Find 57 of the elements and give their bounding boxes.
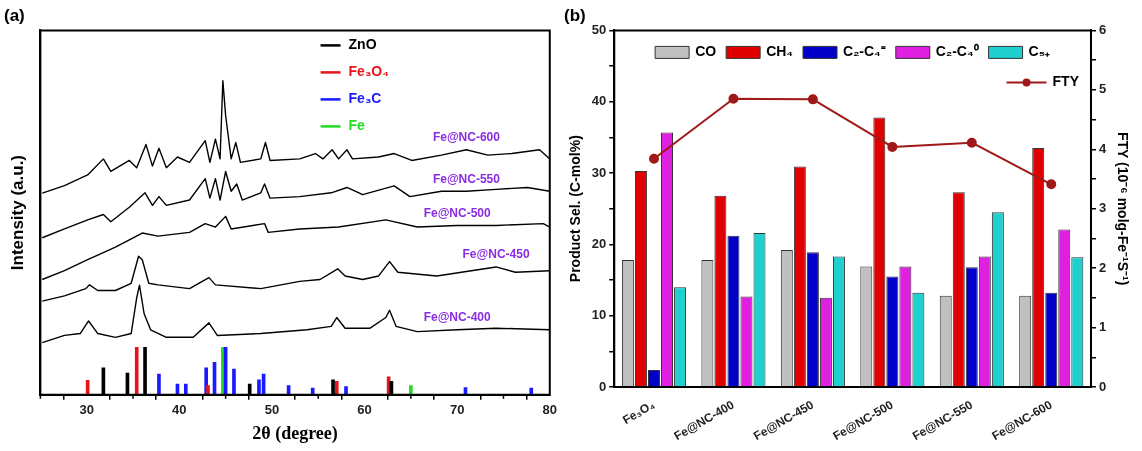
y2-tick-label: 4: [1098, 140, 1107, 156]
series-label: Fe@NC-550: [432, 171, 501, 186]
point: [966, 137, 977, 148]
y2-tick-label: 0: [1098, 378, 1107, 394]
bar: [409, 385, 413, 395]
x-tick-label: 60: [357, 402, 372, 418]
x-tick-label: Fe₃O₄: [620, 397, 658, 427]
y-tick-label: 40: [591, 93, 607, 109]
legend-label: Fe₃O₄: [348, 63, 389, 80]
y2-axis-title: FTY (10⁻⁶ molg-Fe⁻¹S⁻¹): [1114, 131, 1131, 286]
point: [887, 141, 898, 152]
series-label: Fe@NC-400: [423, 310, 492, 325]
legend-label: C₂-C₄⁰: [935, 43, 979, 60]
y2-tick-label: 1: [1098, 319, 1107, 335]
series-label: Fe@NC-450: [462, 247, 530, 262]
y-tick-label: 10: [591, 307, 607, 323]
y-tick-label: 30: [591, 164, 607, 180]
chart-title: (a): [4, 5, 25, 25]
bar: [529, 387, 534, 395]
x-tick-label: 40: [172, 402, 187, 418]
series-label: Fe@NC-500: [423, 205, 492, 220]
y-tick-label: 20: [591, 235, 607, 251]
legend-label: C₅₊: [1028, 43, 1051, 60]
x-axis-title: 2θ (degree): [252, 422, 338, 444]
y2-tick-label: 3: [1098, 200, 1107, 216]
bar: [157, 373, 161, 395]
y2-tick-label: 6: [1098, 21, 1107, 37]
point: [728, 93, 739, 104]
point: [807, 94, 818, 105]
chart-title: (b): [564, 5, 586, 25]
legend-label: FTY: [1052, 73, 1080, 90]
bar: [134, 347, 139, 395]
y-axis-title: Product Sel. (C-mol%): [567, 135, 584, 283]
legend-label: Fe₃C: [348, 90, 382, 107]
x-tick-label: 50: [264, 402, 280, 418]
legend-label: Fe: [348, 117, 366, 134]
bar: [344, 386, 348, 395]
series-label: Fe@NC-600: [432, 130, 501, 145]
y-axis-title: Intensity (a.u.): [7, 154, 27, 271]
x-tick-label: 80: [542, 402, 557, 418]
point: [1046, 179, 1057, 190]
bar: [232, 368, 236, 395]
bar: [206, 385, 210, 395]
y2-tick-label: 2: [1098, 259, 1107, 275]
x-tick-label: 70: [449, 402, 465, 418]
legend-label: ZnO: [348, 36, 377, 53]
y2-tick-label: 5: [1098, 81, 1107, 97]
legend-label: CO: [695, 43, 717, 60]
bar: [310, 387, 315, 395]
y-tick-label: 0: [599, 378, 607, 394]
point: [648, 153, 659, 164]
bar: [183, 383, 188, 395]
x-tick-label: 30: [79, 402, 94, 418]
bar: [334, 380, 339, 395]
y-tick-label: 50: [591, 21, 607, 37]
legend-label: C₂-C₄⁼: [843, 43, 886, 60]
legend-label: CH₄: [766, 43, 794, 60]
